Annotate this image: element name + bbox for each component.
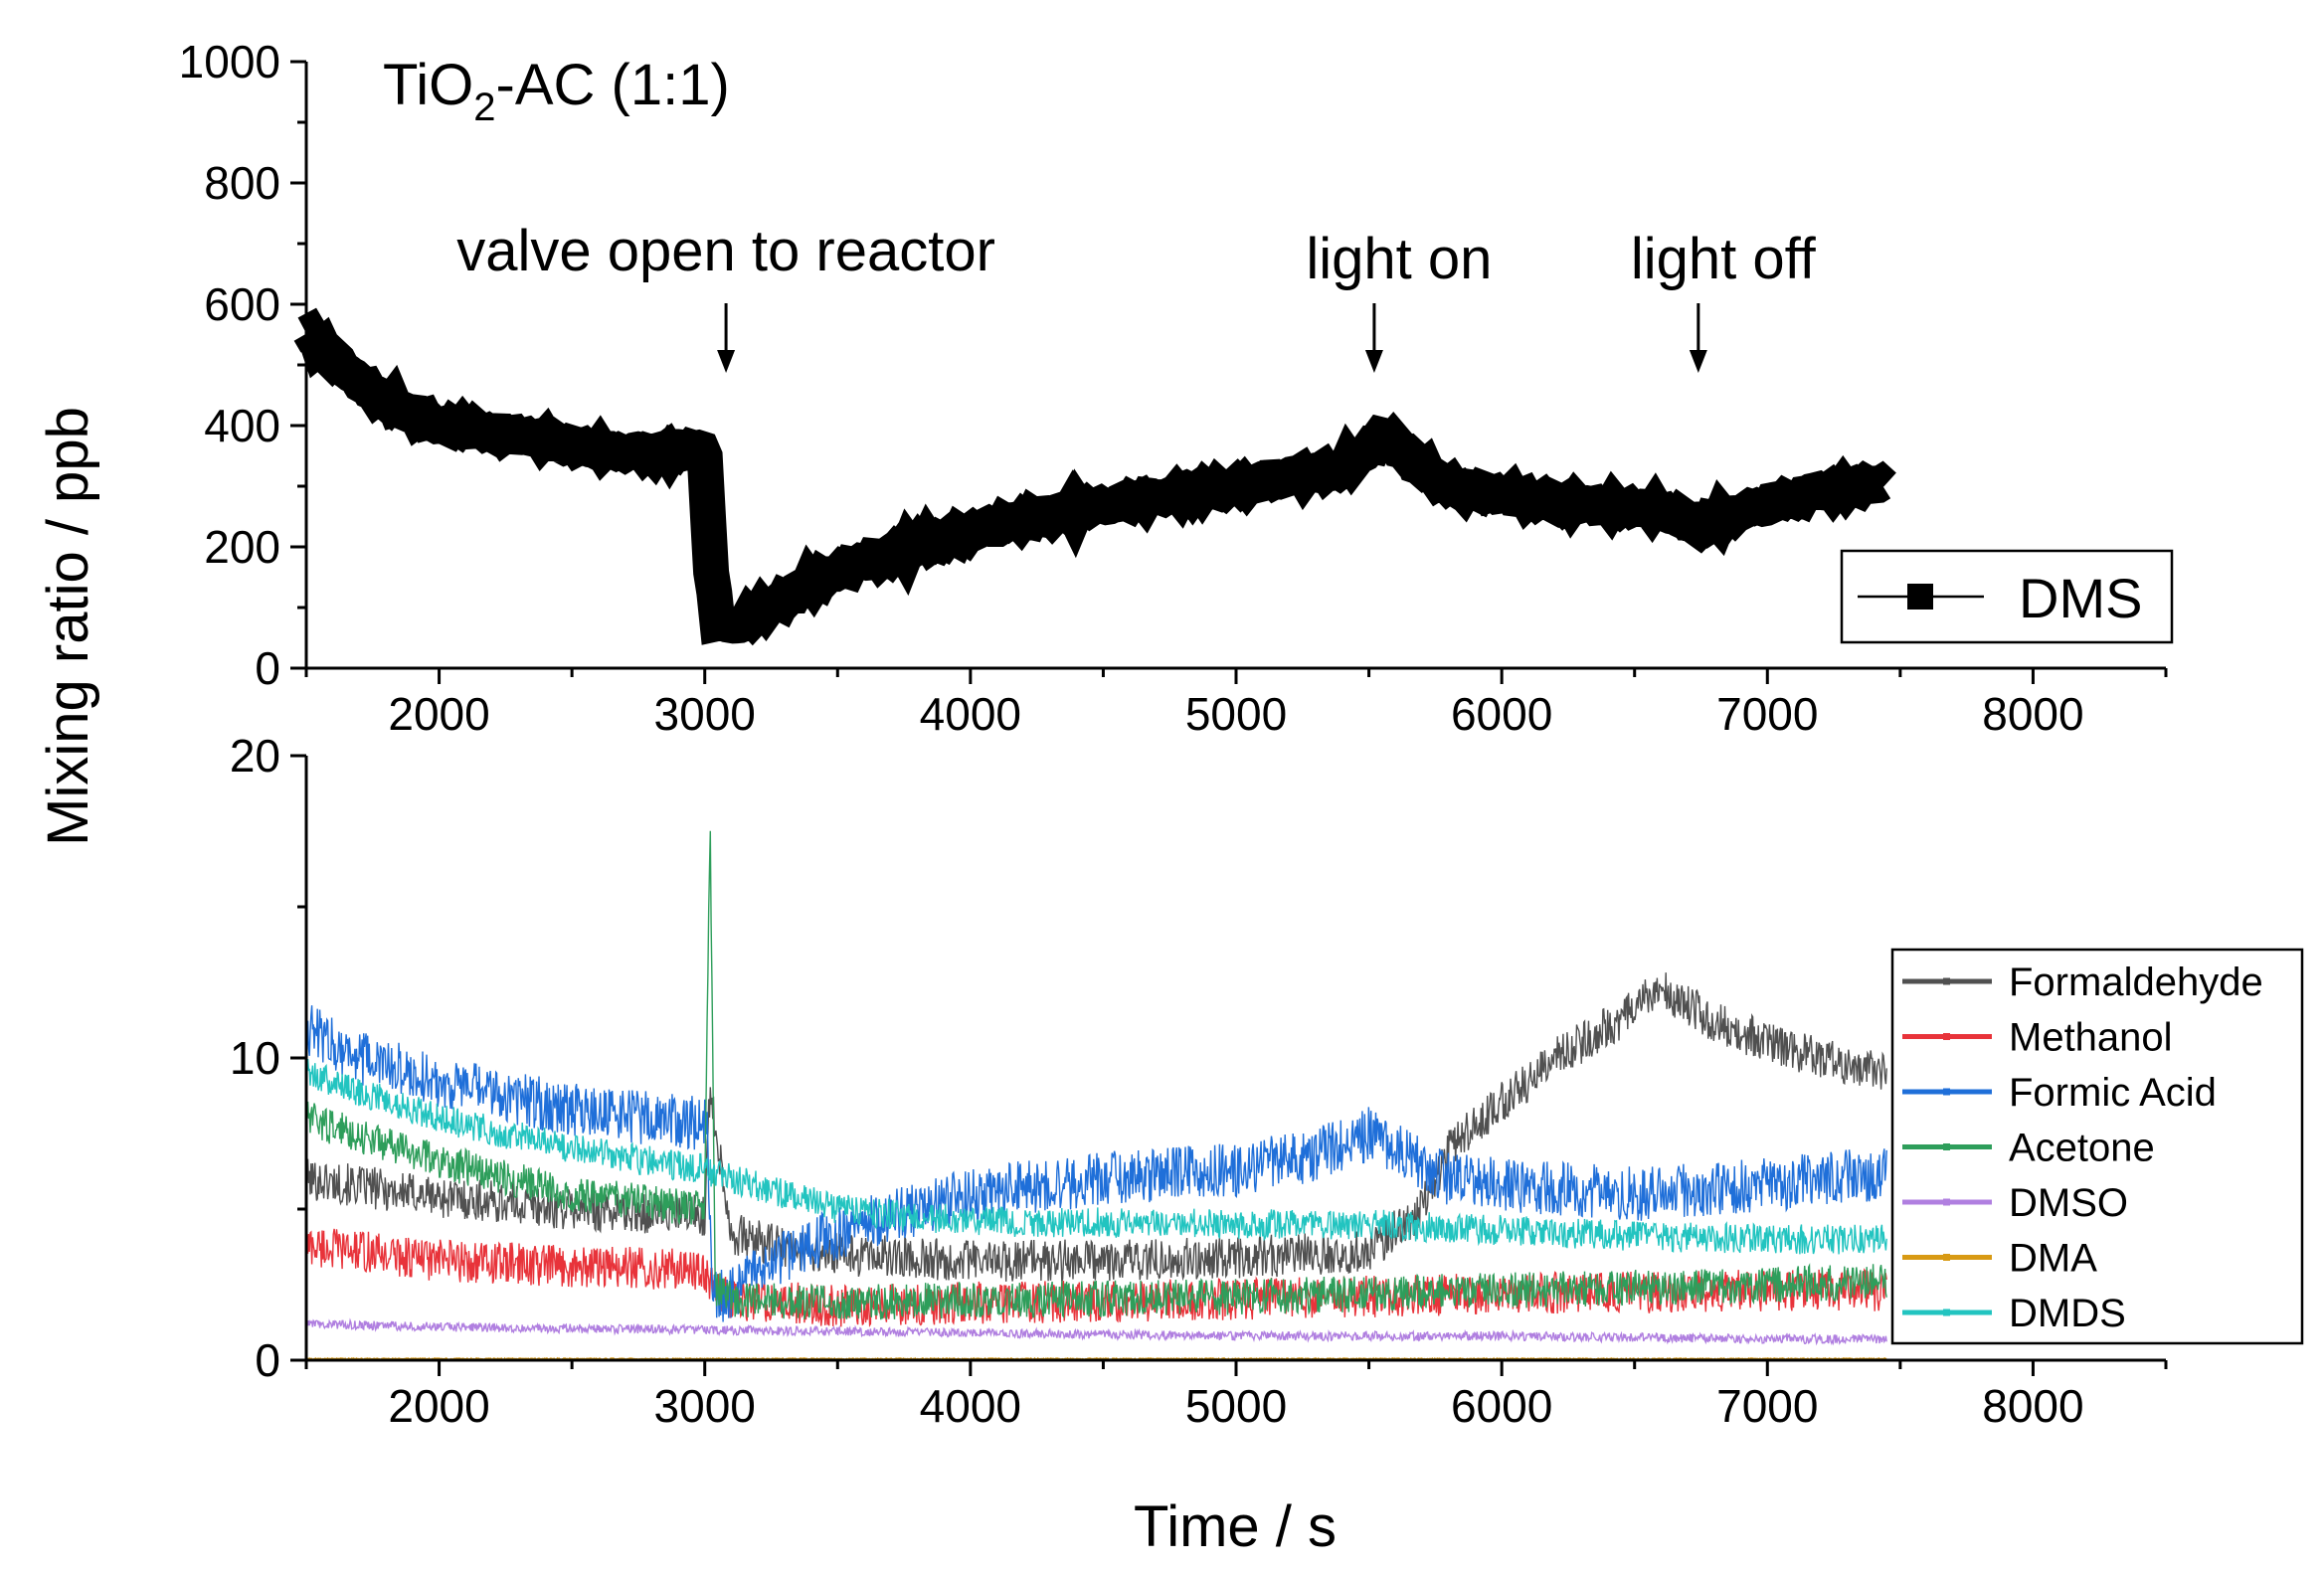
series-line-dmso bbox=[305, 1317, 1887, 1346]
top-y-tick-label: 1000 bbox=[179, 36, 280, 87]
top-plot-area bbox=[293, 307, 1896, 646]
series-line-dmds bbox=[305, 1059, 1887, 1255]
bottom-y-tick-label: 20 bbox=[230, 730, 280, 782]
legend-marker-dmso bbox=[1943, 1198, 1950, 1206]
legend-marker-methanol bbox=[1943, 1033, 1950, 1040]
legend-marker-formaldehyde bbox=[1943, 977, 1950, 985]
series-line-dms bbox=[293, 307, 1896, 646]
legend-marker-acetone bbox=[1943, 1143, 1950, 1150]
bottom-axes: 0 10 20 2000 3000 4000 5000 6000 7000 8000 bbox=[230, 730, 2168, 1432]
top-y-tick-label: 0 bbox=[255, 642, 280, 694]
top-y-tick-label: 400 bbox=[204, 400, 280, 451]
series-line-formaldehyde bbox=[305, 972, 1887, 1282]
legend-marker-dms bbox=[1907, 584, 1933, 610]
legend-marker-formic-acid bbox=[1943, 1088, 1950, 1096]
legend-label-dmso: DMSO bbox=[2009, 1181, 2128, 1225]
bottom-x-tick-label: 8000 bbox=[1982, 1380, 2083, 1432]
bottom-x-tick-label: 6000 bbox=[1451, 1380, 1552, 1432]
legend-label-dms: DMS bbox=[2019, 567, 2142, 629]
top-y-tick-label: 600 bbox=[204, 278, 280, 330]
legend-label-dma: DMA bbox=[2009, 1237, 2097, 1281]
legend-label-methanol: Methanol bbox=[2009, 1016, 2173, 1060]
bottom-panel: 0 10 20 2000 3000 4000 5000 6000 7000 8000 Formal… bbox=[230, 730, 2304, 1432]
bottom-y-tick-label: 10 bbox=[230, 1032, 280, 1084]
series-line-methanol bbox=[305, 1228, 1887, 1327]
top-panel: 0 200 400 600 800 1000 2000 3000 4000 5000 6000 700… bbox=[179, 36, 2174, 740]
top-y-tick-label: 800 bbox=[204, 157, 280, 209]
annotation-arrow-head bbox=[717, 350, 736, 373]
top-axes: 0 200 400 600 800 1000 2000 3000 4000 5000 6000 700… bbox=[179, 36, 2168, 740]
annotation-arrow-head bbox=[1689, 350, 1707, 373]
legend-marker-dmds bbox=[1943, 1309, 1950, 1316]
y-axis-title: Mixing ratio / ppb bbox=[36, 407, 100, 846]
top-legend: DMS bbox=[1840, 549, 2174, 644]
bottom-y-tick-label: 0 bbox=[255, 1334, 280, 1386]
annotation-arrow-head bbox=[1364, 350, 1383, 373]
bottom-legend: Formaldehyde Methanol Formic Acid Acetone DM… bbox=[1890, 948, 2304, 1345]
bottom-x-tick-label: 3000 bbox=[654, 1380, 756, 1432]
top-y-tick-label: 200 bbox=[204, 521, 280, 573]
legend-label-acetone: Acetone bbox=[2009, 1127, 2155, 1170]
annotation-label: light off bbox=[1631, 227, 1817, 291]
legend-label-formic-acid: Formic Acid bbox=[2009, 1071, 2217, 1115]
top-x-tick-label: 5000 bbox=[1185, 688, 1287, 740]
bottom-x-tick-label: 4000 bbox=[920, 1380, 1021, 1432]
top-x-tick-label: 2000 bbox=[388, 688, 489, 740]
legend-marker-dma bbox=[1943, 1254, 1950, 1261]
series-line-acetone bbox=[305, 830, 1887, 1320]
bottom-x-tick-label: 7000 bbox=[1716, 1380, 1818, 1432]
legend-label-dmds: DMDS bbox=[2009, 1292, 2126, 1335]
annotation-label: valve open to reactor bbox=[456, 219, 995, 283]
top-x-tick-label: 4000 bbox=[920, 688, 1021, 740]
sample-label: TiO2-AC (1:1) bbox=[383, 53, 730, 129]
series-line-formic-acid bbox=[305, 1005, 1887, 1322]
annotations: valve open to reactor light on light off bbox=[456, 219, 1817, 373]
top-x-tick-label: 6000 bbox=[1451, 688, 1552, 740]
x-axis-title: Time / s bbox=[1134, 1494, 1337, 1559]
bottom-x-tick-label: 2000 bbox=[388, 1380, 489, 1432]
top-x-tick-label: 7000 bbox=[1716, 688, 1818, 740]
top-x-tick-label: 8000 bbox=[1982, 688, 2083, 740]
top-x-tick-label: 3000 bbox=[654, 688, 756, 740]
annotation-label: light on bbox=[1306, 227, 1492, 291]
bottom-x-tick-label: 5000 bbox=[1185, 1380, 1287, 1432]
legend-label-formaldehyde: Formaldehyde bbox=[2009, 961, 2263, 1004]
